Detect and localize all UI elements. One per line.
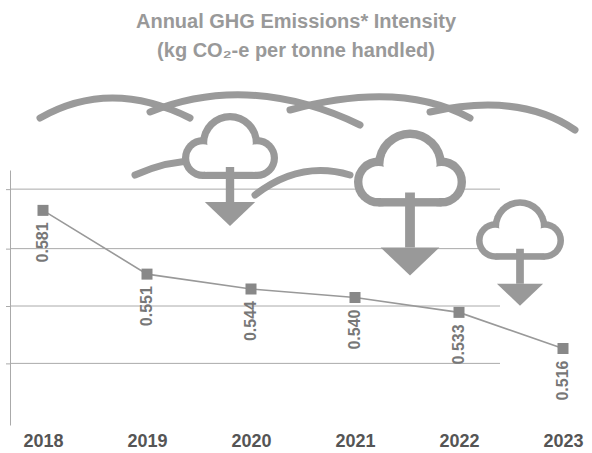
marker: [246, 284, 257, 295]
x-tick: 2019: [127, 431, 167, 451]
line: [43, 210, 563, 348]
arrow-head: [381, 248, 440, 276]
data-label: 0.516: [554, 360, 571, 400]
cloud-icon: [476, 199, 564, 306]
cloud-icon: [354, 130, 466, 276]
y-tick: [6, 189, 10, 190]
marker: [142, 269, 153, 280]
data-label: 0.540: [346, 309, 363, 349]
y-tick-mark: [6, 306, 10, 307]
data-label: 0.581: [34, 222, 51, 262]
arrow-shaft: [405, 193, 415, 248]
data-label: 0.551: [138, 286, 155, 326]
grid: [10, 189, 500, 363]
y-axis-line: [10, 171, 11, 426]
marker: [558, 343, 569, 354]
cloud-part: [200, 113, 260, 173]
x-tick: 2021: [335, 431, 375, 451]
y-tick-mark: [6, 363, 10, 364]
subtitle: (kg CO₂-e per tonne handled): [157, 39, 435, 61]
x-tick: 2022: [439, 431, 479, 451]
x-tick-label: 2018: [23, 431, 63, 451]
x-tick-label: 2023: [543, 431, 583, 451]
y-axis: [6, 171, 11, 426]
arrow-shaft: [516, 249, 524, 284]
marker: [350, 292, 361, 303]
x-axis: 2018 2019 2020 2021 2022 2023: [23, 431, 583, 451]
x-tick: 2020: [231, 431, 271, 451]
arrow-shaft: [226, 167, 234, 202]
y-tick-mark: [6, 249, 10, 250]
x-tick: 2018: [23, 431, 63, 451]
data-label: 0.533: [450, 324, 467, 364]
arrow-head: [497, 284, 543, 306]
cloud-part: [375, 130, 445, 200]
cloud-icon: [182, 113, 278, 226]
marker: [38, 205, 49, 216]
x-tick-label: 2020: [231, 431, 271, 451]
x-tick: 2023: [543, 431, 583, 451]
x-tick-label: 2019: [127, 431, 167, 451]
y-tick: [6, 363, 10, 364]
grid-line: [10, 363, 500, 364]
title: Annual GHG Emissions* Intensity: [136, 10, 457, 32]
y-tick: [6, 249, 10, 250]
marker: [454, 307, 465, 318]
swoosh: [430, 105, 575, 130]
x-tick-label: 2021: [335, 431, 375, 451]
data-label: 0.544: [242, 301, 259, 341]
y-tick: [6, 306, 10, 307]
data-labels: 0.581 0.551 0.544 0.540 0.533 0.516: [34, 222, 571, 400]
x-tick-label: 2022: [439, 431, 479, 451]
arrow-head: [205, 202, 255, 226]
cloud-part: [493, 199, 548, 254]
y-tick-mark: [6, 189, 10, 190]
chart: Annual GHG Emissions* Intensity (kg CO₂-e…: [0, 0, 592, 453]
plot-area: [38, 205, 569, 354]
decoration: [40, 95, 575, 306]
